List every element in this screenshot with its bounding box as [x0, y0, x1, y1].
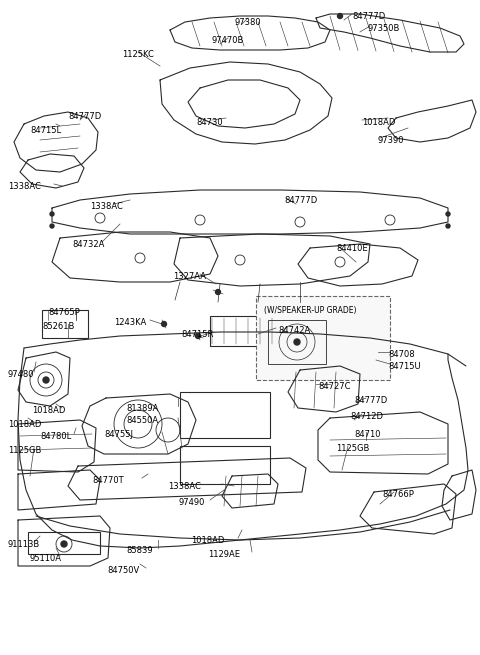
Text: 97390: 97390	[378, 136, 405, 145]
Text: 84410E: 84410E	[336, 244, 368, 253]
Text: 1338AC: 1338AC	[90, 202, 123, 211]
Text: 84777D: 84777D	[352, 12, 385, 21]
Text: 1338AC: 1338AC	[168, 482, 201, 491]
Text: 1018AD: 1018AD	[32, 406, 65, 415]
Text: 1125GB: 1125GB	[336, 444, 370, 453]
Text: 84550A: 84550A	[126, 416, 158, 425]
Circle shape	[43, 377, 49, 383]
Circle shape	[61, 541, 67, 547]
Text: 84732A: 84732A	[72, 240, 104, 249]
Bar	[268, 320, 326, 364]
Bar	[180, 446, 270, 484]
Text: 84727C: 84727C	[318, 382, 350, 391]
Circle shape	[195, 333, 201, 339]
Text: 84755J: 84755J	[104, 430, 133, 439]
Text: 1327AA: 1327AA	[173, 272, 206, 281]
Bar	[256, 296, 390, 380]
Text: 85839: 85839	[127, 546, 153, 555]
Text: 84710: 84710	[354, 430, 381, 439]
Circle shape	[337, 14, 343, 18]
Circle shape	[50, 224, 54, 228]
Text: 84712D: 84712D	[350, 412, 383, 421]
Text: 1125KC: 1125KC	[122, 50, 154, 59]
Text: 1018AD: 1018AD	[362, 118, 396, 127]
Text: 84766P: 84766P	[382, 490, 414, 499]
Text: 81389A: 81389A	[126, 404, 158, 413]
Text: 97490: 97490	[179, 498, 205, 507]
Text: 84708: 84708	[388, 350, 415, 359]
Text: 1018AD: 1018AD	[8, 420, 41, 429]
Circle shape	[294, 339, 300, 345]
Text: 84730: 84730	[197, 118, 223, 127]
Text: 1338AC: 1338AC	[8, 182, 41, 191]
Circle shape	[216, 290, 220, 295]
Text: 84780L: 84780L	[40, 432, 71, 441]
Text: 84770T: 84770T	[92, 476, 124, 485]
Text: 97380: 97380	[235, 18, 261, 27]
Bar	[42, 310, 88, 338]
Text: 1243KA: 1243KA	[114, 318, 146, 327]
Text: 84777D: 84777D	[354, 396, 387, 405]
Text: 84715R: 84715R	[182, 330, 214, 339]
Text: 84777D: 84777D	[284, 196, 317, 205]
Text: 84742A: 84742A	[278, 326, 310, 335]
Text: 84715L: 84715L	[30, 126, 61, 135]
Bar	[180, 392, 270, 438]
Circle shape	[446, 212, 450, 216]
Text: 97480: 97480	[8, 370, 35, 379]
Bar	[28, 532, 100, 554]
Text: 91113B: 91113B	[8, 540, 40, 549]
Text: 84777D: 84777D	[68, 112, 101, 121]
Text: 1129AE: 1129AE	[208, 550, 240, 559]
Text: 1125GB: 1125GB	[8, 446, 41, 455]
Text: 95110A: 95110A	[30, 554, 62, 563]
Circle shape	[161, 322, 167, 326]
Circle shape	[50, 212, 54, 216]
Text: 1018AD: 1018AD	[192, 536, 225, 545]
Text: 97470B: 97470B	[212, 36, 244, 45]
Text: 84750V: 84750V	[108, 566, 140, 575]
Circle shape	[446, 224, 450, 228]
Text: 84715U: 84715U	[388, 362, 420, 371]
Bar	[210, 316, 290, 346]
Text: 84765P: 84765P	[48, 308, 80, 317]
Text: (W/SPEAKER-UP GRADE): (W/SPEAKER-UP GRADE)	[264, 306, 356, 315]
Text: 85261B: 85261B	[42, 322, 74, 331]
Text: 97350B: 97350B	[368, 24, 400, 33]
